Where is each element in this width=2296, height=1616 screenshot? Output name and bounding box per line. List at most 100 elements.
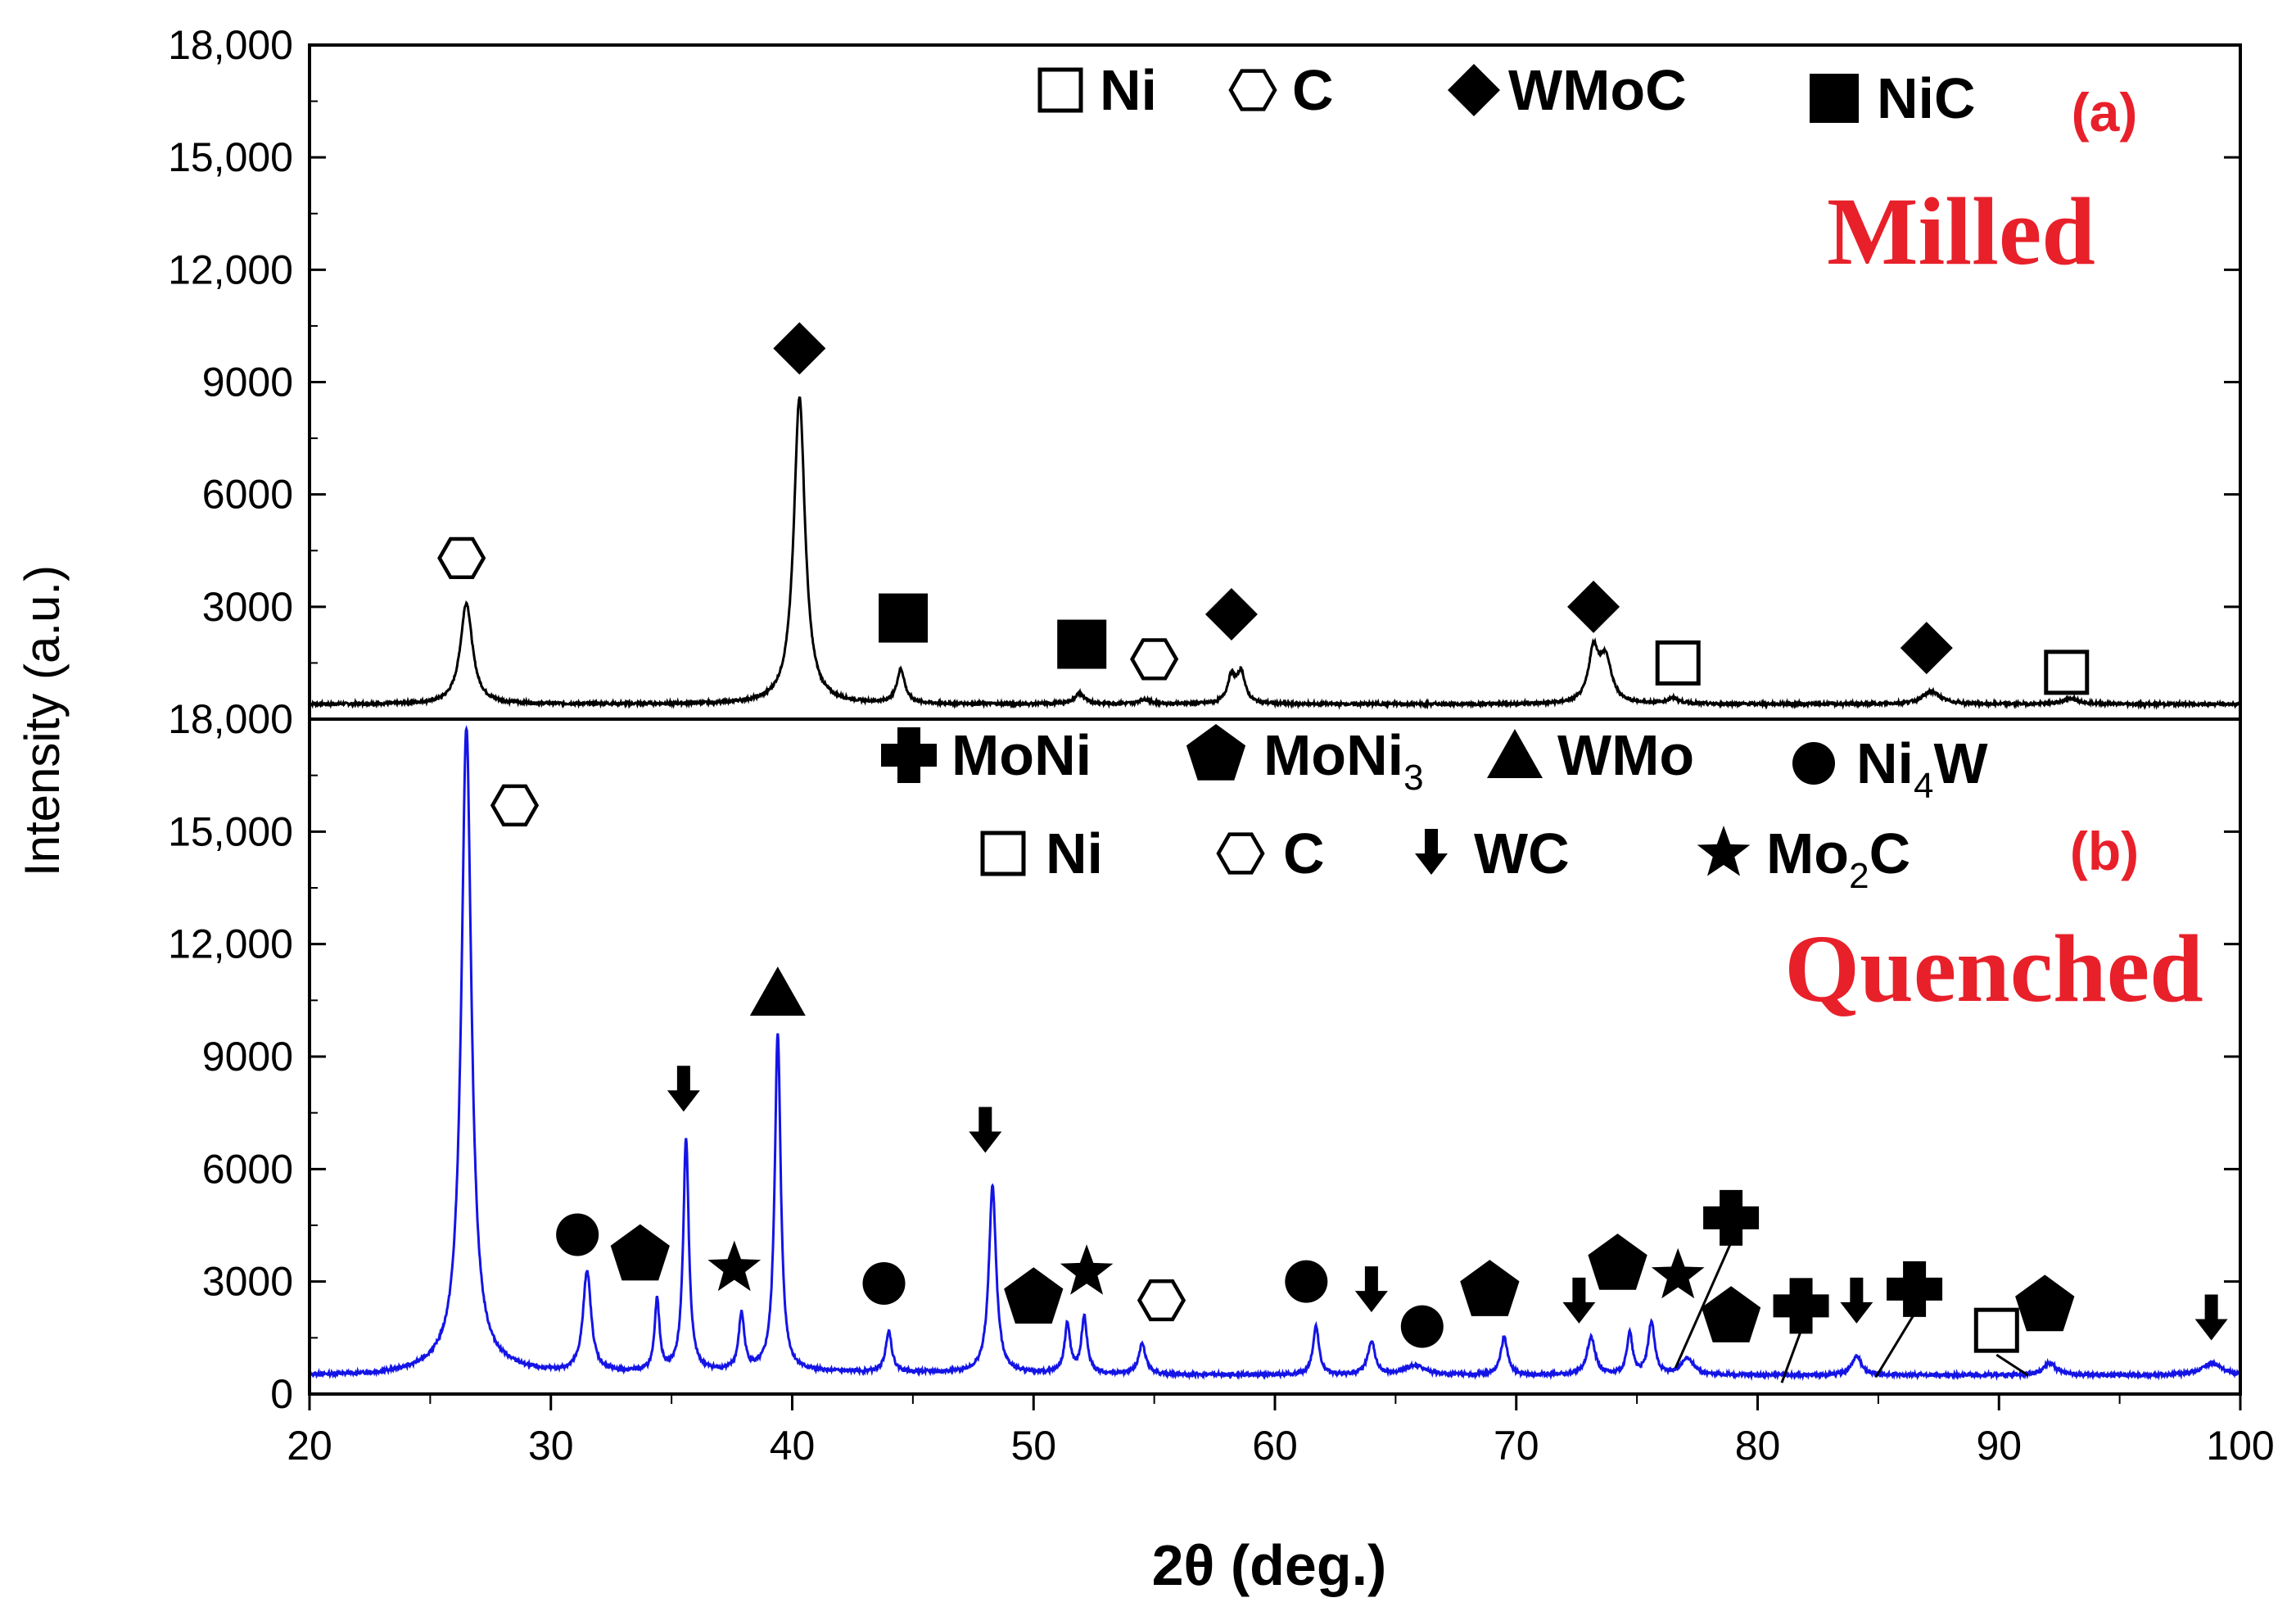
pentagon-marker bbox=[2015, 1274, 2075, 1332]
marker-shape bbox=[2044, 650, 2090, 695]
star-marker bbox=[1651, 1247, 1705, 1299]
x-tick-label: 20 bbox=[287, 1423, 332, 1469]
marker-shape bbox=[610, 1224, 670, 1281]
marker-shape bbox=[1810, 74, 1859, 123]
square-open-marker bbox=[2044, 650, 2090, 695]
marker-shape bbox=[1037, 67, 1083, 113]
marker-shape bbox=[1792, 742, 1835, 785]
panel-tag-b: (b) bbox=[2070, 821, 2139, 881]
x-tick-label: 50 bbox=[1010, 1423, 1056, 1469]
x-tick-label: 70 bbox=[1494, 1423, 1539, 1469]
hexagon-open-marker bbox=[437, 536, 486, 580]
x-axis-label: 2θ (deg.) bbox=[1152, 1533, 1387, 1597]
leader-line bbox=[1874, 1313, 1916, 1378]
marker-shape bbox=[1400, 1305, 1444, 1348]
triangle-legend-icon bbox=[1487, 729, 1543, 778]
panel-a bbox=[309, 322, 2242, 711]
marker-shape bbox=[1840, 1277, 1873, 1324]
marker-shape bbox=[1285, 1260, 1328, 1303]
marker-shape bbox=[1130, 638, 1179, 681]
marker-shape bbox=[490, 784, 540, 826]
marker-shape bbox=[1004, 1267, 1064, 1324]
marker-shape bbox=[1354, 1266, 1388, 1313]
leader-line bbox=[1780, 1329, 1802, 1383]
legend-item-hexagon-open: C bbox=[1228, 58, 1334, 122]
hexagon-open-marker bbox=[1137, 1279, 1186, 1322]
panel-b bbox=[308, 725, 2242, 1383]
legend-label: WC bbox=[1474, 822, 1570, 885]
legend-item-star: Mo2C bbox=[1697, 822, 1910, 896]
pentagon-marker bbox=[1004, 1267, 1064, 1324]
marker-shape bbox=[980, 831, 1026, 876]
panel-title-a: Milled bbox=[1827, 178, 2095, 285]
circle-marker bbox=[1285, 1260, 1328, 1303]
legend-label: C bbox=[1283, 822, 1325, 885]
marker-shape bbox=[1137, 1279, 1186, 1322]
square-open-marker bbox=[1655, 640, 1701, 686]
legend-item-triangle: WMo bbox=[1487, 723, 1694, 787]
legend-label: Ni bbox=[1100, 58, 1157, 122]
marker-shape bbox=[1697, 826, 1751, 876]
hexagon-open-marker bbox=[490, 784, 540, 826]
x-tick-label: 40 bbox=[770, 1423, 816, 1469]
leader-line bbox=[1995, 1353, 2029, 1377]
marker-shape bbox=[773, 322, 826, 375]
diamond-legend-icon bbox=[1448, 64, 1500, 116]
legend-label: Ni4W bbox=[1856, 731, 1988, 806]
marker-shape bbox=[1973, 1307, 2019, 1353]
marker-shape bbox=[1060, 1244, 1114, 1295]
marker-shape bbox=[1567, 580, 1620, 633]
cross-marker bbox=[1703, 1189, 1760, 1246]
marker-shape bbox=[1887, 1261, 1943, 1317]
square-marker bbox=[1057, 619, 1107, 669]
marker-shape bbox=[2194, 1294, 2228, 1341]
marker-shape bbox=[1655, 640, 1701, 686]
circle-marker bbox=[862, 1261, 906, 1305]
hexagon-open-marker bbox=[1130, 638, 1179, 681]
star-marker bbox=[1060, 1244, 1114, 1295]
circle-marker bbox=[556, 1213, 599, 1256]
marker-shape bbox=[1703, 1189, 1760, 1246]
legend-item-pentagon: MoNi3 bbox=[1186, 723, 1424, 798]
y-tick-label: 15,000 bbox=[168, 808, 293, 854]
y-tick-label: 18,000 bbox=[168, 22, 293, 68]
spectrum-line-b bbox=[308, 725, 2242, 1382]
marker-shape bbox=[2015, 1274, 2075, 1332]
y-tick-label: 9000 bbox=[202, 360, 293, 405]
marker-shape bbox=[556, 1213, 599, 1256]
arrow-down-legend-icon bbox=[1415, 829, 1448, 875]
y-tick-label: 15,000 bbox=[168, 134, 293, 180]
marker-shape bbox=[1460, 1260, 1520, 1316]
legend-label: MoNi bbox=[951, 723, 1092, 787]
hexagon-open-legend-icon bbox=[1216, 832, 1265, 875]
y-tick-label: 18,000 bbox=[168, 696, 293, 742]
circle-marker bbox=[1400, 1305, 1444, 1348]
square-marker bbox=[879, 593, 929, 643]
square-open-marker bbox=[1973, 1307, 2019, 1353]
legend-label: C bbox=[1292, 58, 1334, 122]
y-axis-label: Intensity (a.u.) bbox=[15, 565, 70, 876]
hexagon-open-legend-icon bbox=[1228, 69, 1277, 111]
marker-shape bbox=[1562, 1277, 1596, 1324]
circle-legend-icon bbox=[1792, 742, 1835, 785]
pentagon-marker bbox=[1460, 1260, 1520, 1316]
marker-shape bbox=[707, 1240, 762, 1292]
leader-line bbox=[1674, 1242, 1733, 1369]
legend-item-square-open: Ni bbox=[980, 822, 1103, 885]
legend-item-circle: Ni4W bbox=[1792, 731, 1988, 806]
square-open-legend-icon bbox=[980, 831, 1026, 876]
marker-shape bbox=[437, 536, 486, 580]
diamond-marker bbox=[1567, 580, 1620, 633]
arrow-down-marker bbox=[1354, 1266, 1388, 1313]
arrow-down-marker bbox=[2194, 1294, 2228, 1341]
arrow-down-marker bbox=[1840, 1277, 1873, 1324]
marker-shape bbox=[881, 727, 937, 783]
marker-shape bbox=[969, 1107, 1002, 1153]
y-tick-label: 6000 bbox=[202, 472, 293, 518]
arrow-down-marker bbox=[1562, 1277, 1596, 1324]
y-tick-label: 9000 bbox=[202, 1034, 293, 1080]
marker-shape bbox=[667, 1066, 700, 1112]
square-legend-icon bbox=[1810, 74, 1859, 123]
